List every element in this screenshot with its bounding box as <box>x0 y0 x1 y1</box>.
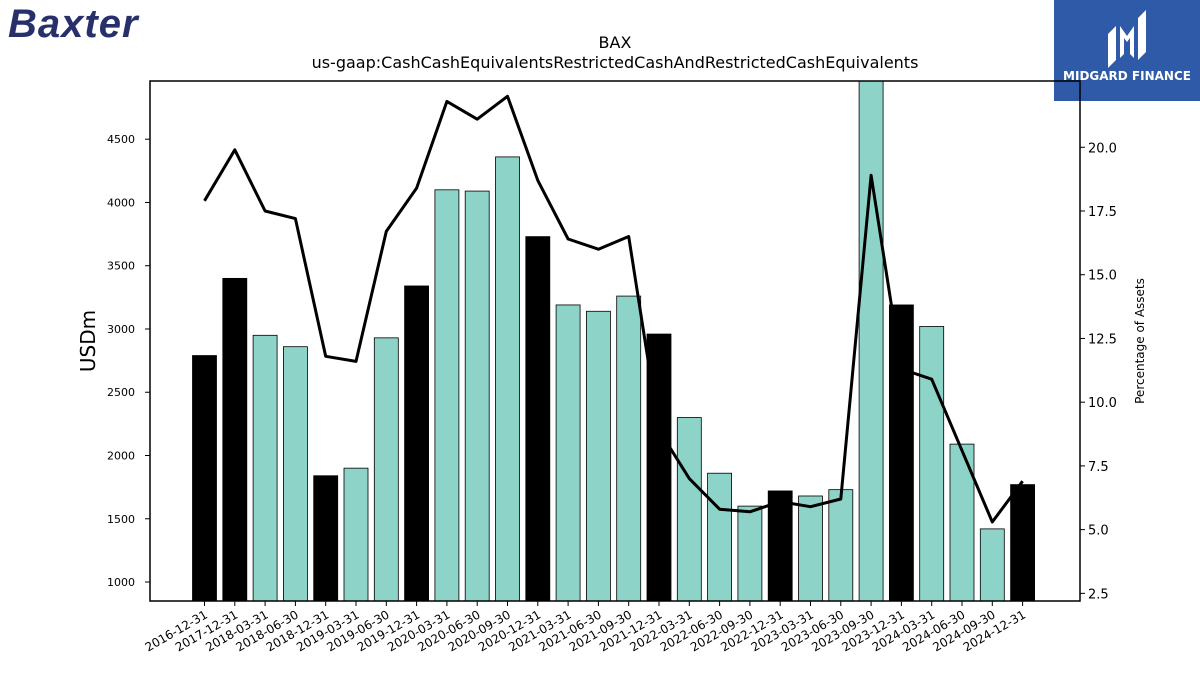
y2-tick-label: 20.0 <box>1088 141 1117 156</box>
y2-tick-label: 7.5 <box>1088 460 1109 475</box>
bar-2017-12-31 <box>222 277 248 601</box>
company-logo: Baxter <box>8 2 139 46</box>
brand-name: MIDGARD FINANCE <box>1063 69 1191 83</box>
y-tick-label: 3000 <box>107 323 135 336</box>
bar-2019-06-30 <box>373 337 399 601</box>
bar-2019-03-31 <box>343 467 369 601</box>
bar-2022-06-30 <box>707 472 732 601</box>
bar-2024-09-30 <box>979 528 1005 601</box>
y2-tick-label: 5.0 <box>1088 524 1109 539</box>
bar-2018-06-30 <box>282 346 308 601</box>
y2-axis-label: Percentage of Assets <box>1133 278 1147 404</box>
bar-2021-06-30 <box>586 310 611 601</box>
percentage-line <box>203 94 1024 524</box>
y-axis-label: USDm <box>76 310 100 372</box>
bar-2021-09-30 <box>616 295 642 601</box>
y2-tick-label: 2.5 <box>1088 587 1109 602</box>
y-tick-label: 4000 <box>107 196 135 209</box>
chart-title: BAX <box>598 33 632 52</box>
bar-2023-09-30 <box>858 81 884 601</box>
y2-tick-label: 15.0 <box>1088 269 1117 284</box>
bar-2020-12-31 <box>525 236 551 601</box>
bar-2020-03-31 <box>434 189 460 601</box>
bar-2020-09-30 <box>495 156 520 601</box>
bar-2024-03-31 <box>919 326 945 601</box>
y-tick-label: 4500 <box>107 133 135 146</box>
bar-2019-12-31 <box>404 285 430 601</box>
y-tick-label: 2500 <box>107 386 135 399</box>
bar-2022-12-31 <box>767 490 793 601</box>
bar-2023-03-31 <box>798 495 823 601</box>
bar-2021-03-31 <box>555 304 581 601</box>
bar-2016-12-31 <box>192 355 217 601</box>
bar-2023-06-30 <box>828 489 854 601</box>
bar-2020-06-30 <box>464 190 490 601</box>
bar-2018-12-31 <box>313 475 339 601</box>
midgard-logo-icon <box>1108 10 1146 68</box>
y2-tick-label: 12.5 <box>1088 332 1117 347</box>
chart-subtitle: us-gaap:CashCashEquivalentsRestrictedCas… <box>311 53 919 72</box>
y-tick-label: 2000 <box>107 450 135 463</box>
brand-logo: MIDGARD FINANCE <box>1054 0 1200 101</box>
y2-tick-label: 10.0 <box>1088 396 1117 411</box>
y-tick-label: 1000 <box>107 576 135 589</box>
bar-2022-03-31 <box>676 417 702 601</box>
plot-frame <box>149 80 1081 602</box>
bar-2024-06-30 <box>949 443 975 601</box>
y-tick-label: 1500 <box>107 513 135 526</box>
bar-2018-03-31 <box>252 334 278 601</box>
bar-2022-09-30 <box>737 505 763 601</box>
bar-2024-12-31 <box>1010 484 1035 601</box>
y-tick-label: 3500 <box>107 260 135 273</box>
y2-tick-label: 17.5 <box>1088 205 1117 220</box>
bar-2023-12-31 <box>889 304 914 601</box>
